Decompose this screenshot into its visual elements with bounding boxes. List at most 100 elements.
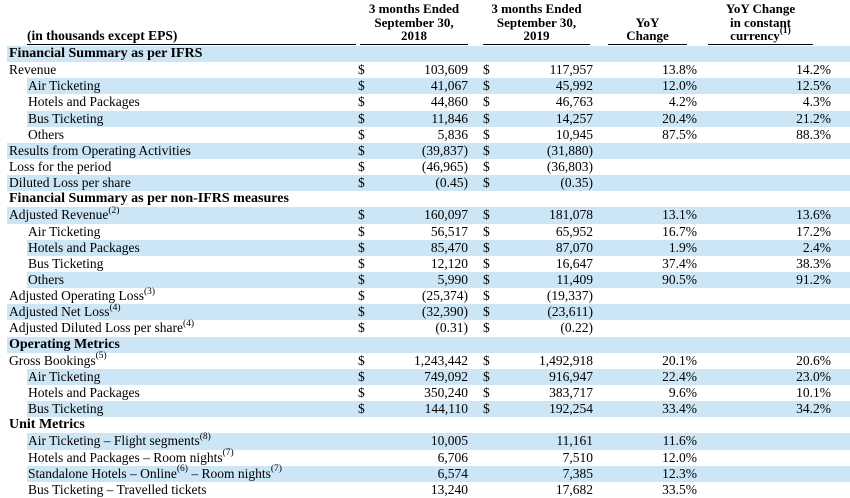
row-label: Bus Ticketing	[27, 111, 356, 127]
table-row: Results from Operating Activities $ (39,83…	[7, 142, 850, 159]
yoy-change-value: 33.5%	[662, 481, 697, 497]
currency-symbol-2018: $	[358, 368, 365, 384]
indent-gutter	[7, 482, 27, 498]
value-2019: 87,070	[555, 239, 593, 255]
column-header-yoy-line2: Change	[626, 27, 669, 43]
yoy-change-value: 11.6%	[662, 433, 697, 449]
footnote-ref: (4)	[109, 302, 121, 313]
value-2018: (39,837)	[421, 142, 468, 158]
column-header-2018-line1: 3 months Ended	[368, 1, 460, 17]
constant-currency-value: 38.3%	[796, 255, 831, 271]
value-2019: 192,254	[549, 401, 593, 417]
indent-gutter	[7, 110, 27, 127]
row-label: Loss for the period	[7, 159, 356, 175]
constant-currency-value	[701, 304, 850, 320]
table-row: Standalone Hotels – Online(6) – Room nig…	[7, 464, 850, 482]
column-spacer	[471, 111, 483, 127]
column-spacer	[471, 207, 483, 223]
value-2018: 144,110	[424, 401, 468, 417]
currency-symbol-2018: $	[358, 158, 365, 174]
row-label: Others	[27, 127, 356, 143]
indent-gutter	[7, 239, 27, 256]
yoy-change-value: 33.4%	[662, 401, 697, 417]
column-spacer	[471, 78, 483, 94]
value-2018: 41,067	[430, 78, 468, 94]
currency-symbol-2019: $	[483, 368, 490, 384]
yoy-change-value	[597, 143, 701, 159]
yoy-change-value: 9.6%	[668, 384, 697, 400]
value-2019: (23,611)	[547, 304, 593, 320]
row-label: Adjusted Net Loss(4)	[7, 302, 356, 320]
constant-currency-value	[701, 175, 850, 191]
row-label: Bus Ticketing	[27, 256, 356, 272]
indent-gutter	[7, 127, 27, 143]
constant-currency-value	[701, 466, 850, 482]
yoy-change-value: 37.4%	[662, 255, 697, 271]
table-row: Adjusted Diluted Loss per share(4) $ (0.31…	[7, 319, 850, 336]
row-label-text: Loss for the period	[9, 158, 112, 174]
currency-symbol-2018: $	[358, 320, 365, 336]
currency-symbol-2019: $	[483, 126, 490, 142]
currency-symbol-2019: $	[483, 62, 490, 78]
currency-symbol-2018: $	[358, 352, 365, 368]
currency-symbol-2018: $	[358, 304, 365, 320]
currency-symbol-2019	[483, 466, 497, 482]
value-2018: 13,240	[430, 481, 468, 497]
constant-currency-value	[701, 159, 850, 175]
currency-symbol-2018: $	[358, 175, 365, 191]
constant-currency-value: 23.0%	[796, 368, 831, 384]
table-row: Air Ticketing $749,092 $916,947 22.4% 23.0%	[7, 368, 850, 385]
value-2019: 17,682	[555, 481, 593, 497]
currency-symbol-2018: $	[358, 110, 365, 126]
column-spacer	[471, 385, 483, 401]
column-header-2019: 3 months Ended September 30, 2019	[483, 2, 590, 45]
column-spacer	[471, 369, 483, 385]
column-spacer	[471, 62, 483, 78]
currency-symbol-2019: $	[483, 175, 490, 191]
currency-symbol-2019	[483, 433, 497, 449]
currency-symbol-2019: $	[483, 255, 490, 271]
indent-gutter	[7, 224, 27, 240]
column-spacer	[471, 224, 483, 240]
column-spacer	[471, 304, 483, 320]
column-header-cc-line3: currency(1)	[708, 27, 813, 42]
section-title: Financial Summary as per IFRS	[9, 46, 203, 61]
value-2019: 10,945	[555, 126, 593, 142]
row-label: Gross Bookings(5)	[7, 351, 356, 369]
section-row: Unit Metrics	[7, 417, 850, 433]
value-2018: (0.45)	[435, 175, 468, 191]
column-header-2019-line3: 2019	[523, 27, 550, 43]
currency-symbol-2018: $	[358, 62, 365, 78]
currency-symbol-2019: $	[483, 288, 490, 304]
value-2018: 56,517	[430, 223, 468, 239]
row-label: Standalone Hotels – Online(6) – Room nig…	[27, 464, 356, 482]
constant-currency-value: 91.2%	[796, 271, 831, 287]
indent-gutter	[7, 94, 27, 110]
footnote-ref: (6)	[176, 464, 188, 475]
yoy-change-value: 16.7%	[662, 223, 697, 239]
footnote-ref: (7)	[222, 448, 234, 459]
value-2018: (46,965)	[421, 158, 468, 174]
indent-gutter	[7, 368, 27, 385]
row-label-text: Hotels and Packages	[28, 384, 140, 400]
table-row: Air Ticketing $56,517 $65,952 16.7% 17.2%	[7, 224, 850, 240]
row-label: Bus Ticketing	[27, 401, 356, 417]
currency-symbol-2019: $	[483, 304, 490, 320]
value-2018: 85,470	[430, 239, 468, 255]
value-2018: 1,243,442	[414, 352, 468, 368]
value-2018: 6,706	[437, 449, 468, 465]
row-label-text: Air Ticketing	[28, 78, 101, 94]
column-spacer	[471, 433, 483, 449]
currency-symbol-2019: $	[483, 78, 490, 94]
table-body: Financial Summary as per IFRS Revenue $103…	[7, 46, 850, 498]
currency-symbol-2019: $	[483, 384, 490, 400]
value-2019: 117,957	[549, 62, 593, 78]
currency-symbol-2019: $	[483, 142, 490, 158]
currency-symbol-2019	[483, 482, 497, 498]
column-spacer	[471, 143, 483, 159]
value-2018: 12,120	[430, 255, 468, 271]
row-label: Air Ticketing	[27, 369, 356, 385]
column-spacer	[471, 482, 483, 498]
currency-symbol-2018: $	[358, 255, 365, 271]
currency-symbol-2019: $	[483, 158, 490, 174]
